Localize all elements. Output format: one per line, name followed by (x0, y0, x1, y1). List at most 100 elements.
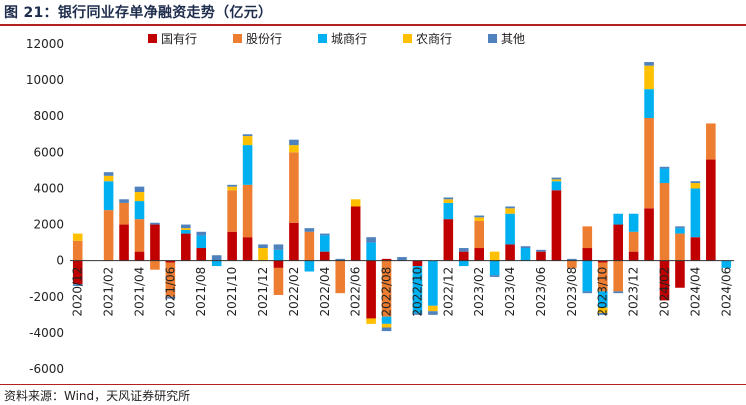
bar-segment (72, 240, 83, 261)
bar-segment (706, 159, 716, 261)
bar-segment (412, 266, 423, 314)
bar-segment (397, 257, 407, 261)
bar-segment (597, 260, 608, 263)
bar-segment (103, 181, 114, 211)
x-tick-label: 2022/02 (287, 267, 301, 317)
bar-segment (227, 190, 237, 232)
bar-segment (165, 296, 176, 299)
legend: 国有行 股份行 城商行 农商行 其他 (148, 31, 525, 46)
x-tick-label: 2024/02 (658, 267, 672, 317)
x-tick-label: 2021/10 (225, 267, 239, 317)
bar-segment (227, 184, 237, 187)
bar-segment (320, 235, 330, 252)
x-tick-label: 2022/04 (318, 267, 332, 317)
bar-segment (628, 251, 639, 261)
bar-segment (242, 136, 253, 146)
source-note: 资料来源：Wind，天风证券研究所 (4, 389, 191, 403)
legend-label: 农商行 (416, 31, 452, 46)
bar-segment (613, 260, 623, 292)
bar-segment (196, 231, 207, 236)
bar-segment (706, 123, 716, 160)
x-tick-label: 2023/08 (565, 267, 579, 317)
bar-segment (289, 152, 299, 223)
bar-segment (443, 202, 454, 220)
bar-segment (119, 199, 129, 203)
bar-segment (505, 213, 515, 245)
bar-segment (289, 222, 299, 261)
bar-segment (196, 235, 207, 249)
bar-segment (273, 260, 284, 268)
bar-segment (134, 192, 145, 202)
bar-segment (659, 168, 670, 184)
bar-segment (675, 233, 685, 261)
bar-segment (242, 184, 253, 238)
bar-segment (613, 224, 623, 261)
bar-segment (659, 183, 670, 261)
bar-segment (181, 224, 191, 229)
x-tick-label: 2023/10 (596, 267, 610, 317)
legend-swatch (488, 34, 497, 43)
y-tick-label: 0 (56, 254, 64, 268)
x-tick-label: 2021/06 (163, 267, 177, 317)
bar-segment (103, 172, 114, 176)
bar-segment (181, 228, 191, 230)
bar-segment (520, 246, 531, 249)
bar-segment (489, 260, 500, 276)
bar-segment (567, 258, 577, 261)
x-axis: 2020/12 2021/02 2021/04 2021/06 2021/08 2021/… (71, 267, 734, 317)
bar-segment (335, 258, 346, 261)
x-tick-label: 2022/06 (349, 267, 363, 317)
bar-segment (489, 251, 500, 261)
bar-segment (366, 318, 376, 324)
bar-segment (644, 118, 654, 209)
bar-segment (150, 224, 160, 261)
legend-label: 国有行 (161, 32, 197, 46)
bar-segment (443, 197, 454, 200)
x-tick-label: 2021/02 (102, 267, 116, 317)
bar-segment (551, 179, 562, 182)
bar-segment (644, 62, 654, 66)
bar-segment (458, 260, 469, 267)
bar-segment (242, 237, 253, 261)
bar-segment (335, 260, 346, 294)
x-tick-label: 2023/04 (503, 267, 517, 317)
x-tick-label: 2024/04 (688, 267, 702, 317)
bar-segment (350, 199, 361, 207)
bar-segment (443, 199, 454, 203)
figure-title: 图 21：银行同业存单净融资走势（亿元） (4, 5, 273, 21)
bar-segment (211, 260, 222, 267)
x-tick-label: 2020/12 (71, 267, 85, 317)
bar-segment (567, 260, 577, 268)
stacked-bar-chart: -6000 -4000 -2000 0 2000 4000 6000 8000 10000 120… (26, 31, 734, 376)
y-tick-label: 12000 (26, 37, 64, 51)
bar-segment (489, 275, 500, 277)
bar-segment (613, 213, 623, 225)
bar-segment (659, 260, 670, 301)
bar-segment (582, 248, 593, 261)
bar-segment (119, 224, 129, 261)
bar-segment (675, 226, 685, 229)
bar-segment (150, 260, 160, 270)
bar-segment (196, 248, 207, 261)
bar-segment (458, 251, 469, 261)
source-divider (0, 384, 746, 385)
bar-segment (474, 248, 484, 261)
bar-segment (366, 237, 376, 243)
bar-segment (381, 327, 392, 332)
legend-label: 股份行 (246, 32, 282, 46)
bar-segment (227, 186, 237, 191)
bar-segment (72, 233, 83, 241)
bar-segment (428, 305, 438, 312)
bar-segment (181, 233, 191, 261)
bar-segment (690, 237, 701, 261)
bar-segment (675, 260, 685, 288)
bar-segment (273, 249, 284, 261)
y-tick-label: -4000 (29, 326, 64, 340)
legend-swatch (233, 34, 242, 43)
bar-segment (273, 244, 284, 250)
x-tick-label: 2022/12 (441, 267, 455, 317)
bar-segment (72, 284, 83, 286)
bar-segment (644, 208, 654, 261)
bar-segment (474, 217, 484, 221)
bar-segment (536, 251, 546, 261)
